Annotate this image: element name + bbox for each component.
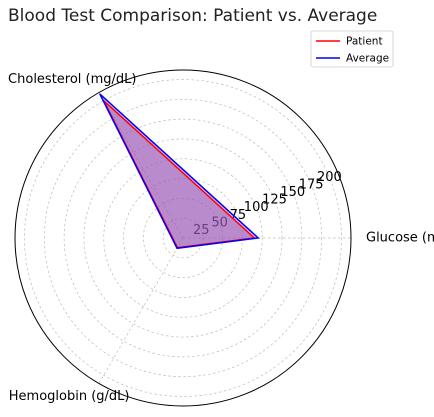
polar-frame: [14, 69, 352, 407]
chart-title: Blood Test Comparison: Patient vs. Avera…: [8, 6, 377, 26]
category-label: Glucose (mg/dL): [366, 231, 434, 246]
grid-ring: [123, 178, 243, 298]
radial-tick-label: 175: [299, 177, 324, 192]
grid-spoke: [98, 237, 184, 384]
radial-tick-label: 50: [211, 215, 228, 230]
category-label: Cholesterol (mg/dL): [8, 72, 136, 87]
grid-ring: [162, 217, 204, 259]
data-fill: [99, 93, 259, 249]
grid-ring: [143, 198, 223, 278]
radial-tick-label: 125: [262, 193, 287, 208]
legend: Patient Average: [310, 30, 394, 68]
grid-ring: [63, 118, 303, 358]
radial-tick-label: 150: [280, 185, 305, 200]
grid-ring: [24, 79, 342, 397]
radial-tick-label: 25: [193, 223, 210, 238]
series-fill: [99, 93, 259, 249]
category-label: Hemoglobin (g/dL): [9, 389, 130, 404]
radial-tick-label: 200: [317, 170, 342, 185]
series-line-average: [99, 93, 260, 250]
series-fill: [103, 100, 255, 248]
legend-label-patient: Patient: [346, 36, 383, 48]
grid-spoke: [98, 92, 184, 239]
grid-ring: [83, 138, 283, 338]
grid-ring: [43, 98, 323, 378]
radial-tick-label: 100: [244, 200, 269, 215]
grid-ring: [103, 158, 263, 318]
axis-labels: Glucose (mg/dL) Cholesterol (mg/dL) Hemogl…: [8, 72, 434, 404]
legend-label-average: Average: [346, 53, 389, 65]
data-lines: [99, 93, 260, 250]
